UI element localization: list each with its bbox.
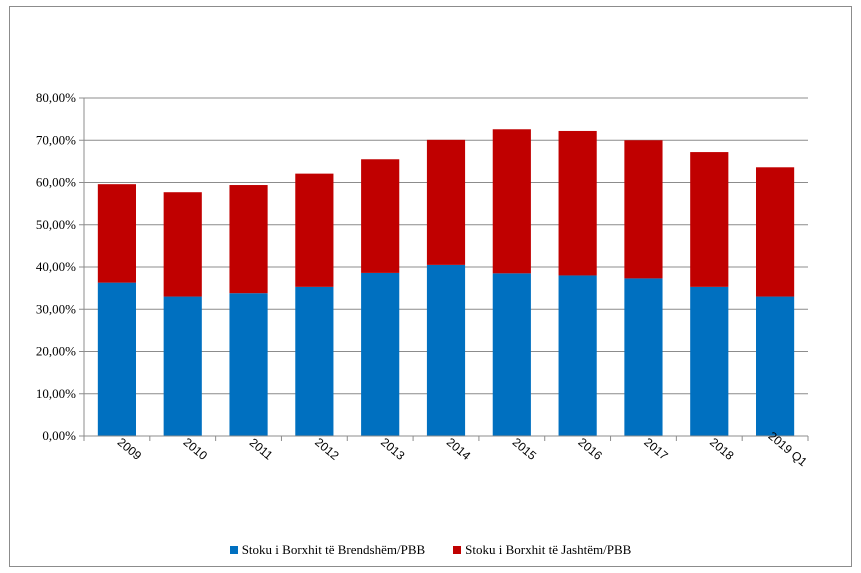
bars	[97, 129, 795, 436]
legend-item-domestic: Stoku i Borxhit të Brendshëm/PBB	[229, 542, 426, 558]
x-tick-label: 2018	[707, 435, 737, 463]
x-tick-label: 2013	[378, 435, 408, 463]
x-tick-label: 2012	[312, 435, 342, 463]
x-tick-label: 2016	[575, 435, 605, 463]
y-tick-label: 60,00%	[36, 175, 76, 190]
bar-domestic	[426, 264, 466, 436]
bar-external	[163, 192, 202, 297]
bar-domestic	[229, 293, 268, 436]
bar-domestic	[163, 296, 202, 436]
legend-label-domestic: Stoku i Borxhit të Brendshëm/PBB	[241, 542, 426, 557]
bar-domestic	[97, 282, 136, 436]
legend: Stoku i Borxhit të Brendshëm/PBB Stoku i…	[0, 542, 861, 558]
y-tick-label: 30,00%	[36, 301, 76, 316]
bar-domestic	[624, 278, 663, 436]
y-tick-label: 80,00%	[36, 90, 76, 105]
bar-domestic	[492, 273, 531, 436]
y-axis-ticks: 0,00% 10,00% 20,00% 30,00% 40,00% 50,00% 60,00…	[36, 90, 76, 443]
y-tick-label: 0,00%	[42, 428, 76, 443]
y-tick-label: 10,00%	[36, 386, 76, 401]
stacked-bar-chart: 0,00% 10,00% 20,00% 30,00% 40,00% 50,00% 60,00…	[36, 90, 810, 469]
legend-label-external: Stoku i Borxhit të Jashtëm/PBB	[465, 542, 632, 557]
y-tick-label: 20,00%	[36, 344, 76, 359]
bar-external	[492, 129, 531, 274]
bar-external	[361, 159, 400, 273]
x-tick-label: 2014	[444, 435, 474, 463]
legend-swatch-external	[453, 546, 462, 554]
bar-external	[756, 167, 795, 297]
bar-external	[558, 130, 597, 276]
x-tick-label: 2011	[247, 435, 276, 463]
bar-domestic	[558, 275, 597, 436]
bar-external	[426, 139, 466, 265]
bar-external	[295, 173, 334, 287]
axes	[79, 97, 809, 441]
x-tick-label: 2017	[641, 435, 671, 463]
legend-swatch-domestic	[229, 546, 238, 554]
y-tick-label: 40,00%	[36, 259, 76, 274]
x-tick-label: 2010	[181, 435, 211, 463]
legend-item-external: Stoku i Borxhit të Jashtëm/PBB	[453, 542, 631, 558]
bar-domestic	[295, 286, 334, 436]
bar-external	[97, 184, 136, 283]
bar-domestic	[756, 296, 795, 436]
x-tick-label: 2015	[510, 435, 540, 463]
bar-domestic	[690, 286, 729, 436]
x-tick-label: 2009	[115, 435, 145, 463]
y-tick-label: 70,00%	[36, 132, 76, 147]
bar-domestic	[361, 272, 400, 436]
y-tick-label: 50,00%	[36, 217, 76, 232]
bar-external	[690, 152, 729, 287]
bar-external	[624, 140, 663, 279]
bar-external	[229, 185, 268, 294]
